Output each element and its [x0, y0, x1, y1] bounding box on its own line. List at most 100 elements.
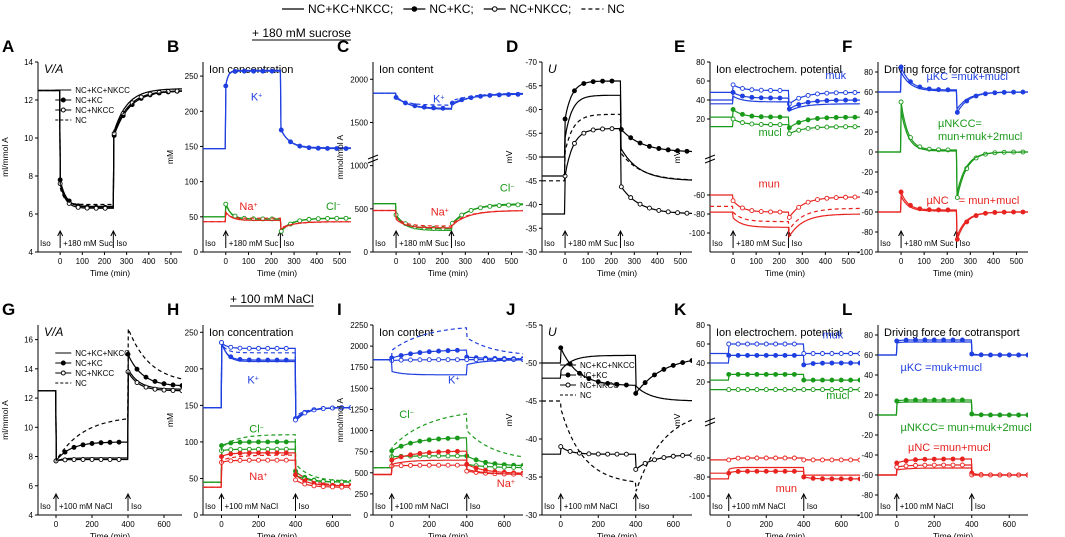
iso-arrow-head — [730, 229, 737, 237]
panel-letter: C — [337, 37, 349, 56]
annotation: = mun+mucl — [959, 195, 1020, 207]
iso-label: Iso — [283, 239, 294, 248]
series-marker — [941, 456, 947, 462]
series-group — [542, 345, 692, 492]
series-marker — [815, 197, 820, 203]
series-marker — [838, 377, 844, 383]
series-marker — [426, 462, 432, 468]
axis-break — [704, 417, 716, 427]
y-tick-label: -20 — [861, 431, 873, 440]
series-marker — [829, 387, 835, 393]
series-marker — [791, 341, 797, 347]
annotation: µNKCC= mun+muk+2mucl — [901, 422, 1032, 434]
series-marker — [348, 484, 351, 490]
x-tick-label: 300 — [459, 257, 473, 266]
y-tick-label: 1250 — [350, 405, 368, 414]
series-marker — [143, 384, 149, 390]
iso-label: Iso — [880, 239, 891, 248]
series-marker — [256, 345, 261, 351]
series-marker — [501, 357, 507, 363]
series-line — [878, 110, 1028, 194]
series-marker — [820, 360, 825, 366]
y-tick-label: -70 — [525, 58, 537, 67]
series-marker — [749, 113, 755, 119]
series-marker — [838, 351, 844, 356]
series-marker — [950, 462, 956, 468]
series-marker — [62, 449, 68, 455]
series-marker — [515, 202, 521, 208]
x-tick-label: 600 — [835, 520, 849, 529]
series-marker — [237, 345, 243, 351]
x-tick-label: 400 — [987, 257, 1001, 266]
series-marker — [857, 377, 860, 383]
y-tick-label: -80 — [693, 210, 705, 219]
series-marker — [293, 477, 298, 483]
series-marker — [265, 345, 271, 351]
annotation: K+ — [251, 92, 262, 104]
series-marker — [269, 68, 275, 74]
y-tick-label: -60 — [861, 208, 873, 217]
series-marker — [684, 210, 690, 216]
series-marker — [339, 484, 345, 490]
annotation: mucl — [758, 127, 781, 139]
y-tick-label: 20 — [696, 378, 705, 387]
series-marker — [306, 216, 312, 222]
panel-legend-label: NC+KC — [75, 359, 103, 368]
series-marker — [246, 439, 252, 445]
y-tick-label: -30 — [525, 248, 537, 257]
x-tick-label: 400 — [482, 257, 496, 266]
panel-legend-label: NC — [580, 391, 592, 400]
series-marker — [843, 97, 849, 103]
panel-legend-label: NC — [75, 116, 87, 125]
series-marker — [680, 452, 686, 458]
series-group — [542, 78, 692, 216]
iso-arrow-head — [725, 492, 732, 500]
y-tick-label: -35 — [525, 473, 537, 482]
series-marker — [246, 450, 252, 456]
iso-label: Iso — [40, 502, 51, 511]
annotation: Cl− — [326, 201, 340, 213]
series-line — [203, 342, 351, 418]
y-tick-label: -60 — [693, 454, 705, 463]
series-marker — [134, 380, 140, 385]
series-marker — [796, 127, 802, 133]
x-axis-label: Time (min) — [597, 531, 637, 537]
series-marker — [256, 357, 261, 363]
series-marker — [468, 207, 474, 213]
series-marker — [652, 372, 657, 378]
series-marker — [665, 209, 671, 215]
series-marker — [852, 124, 858, 130]
series-marker — [675, 148, 681, 154]
series-marker — [161, 381, 167, 387]
series-marker — [417, 350, 423, 356]
series-marker — [633, 466, 639, 472]
series-marker — [265, 450, 271, 456]
series-marker — [315, 145, 321, 151]
series-marker — [107, 439, 113, 445]
series-marker — [223, 83, 229, 89]
y-tick-label: 150 — [185, 401, 199, 410]
series-marker — [773, 387, 779, 393]
y-tick-label: 1500 — [350, 118, 368, 127]
top-legend: NC+KC+NKCC; NC+KC; NC+NKCC; NC — [282, 2, 625, 16]
series-marker — [440, 105, 446, 111]
series-marker — [274, 450, 280, 456]
y-tick-label: -60 — [861, 471, 873, 480]
series-line — [542, 400, 692, 492]
panel-letter: B — [167, 37, 179, 56]
iso-arrow-head — [53, 492, 59, 500]
series-marker — [581, 81, 587, 86]
y-tick-label: 60 — [696, 340, 705, 349]
series-marker — [265, 457, 271, 463]
series-marker — [595, 379, 601, 385]
series-marker — [852, 194, 858, 200]
series-marker — [768, 209, 774, 215]
y-tick-label: 100 — [185, 438, 199, 447]
series-marker — [913, 462, 918, 468]
y-axis-label: mV — [504, 150, 514, 163]
series-marker — [147, 91, 153, 97]
x-axis-label: Time (min) — [90, 531, 130, 537]
annotation: K+ — [433, 94, 444, 106]
y-tick-label: 20 — [864, 391, 873, 400]
stim-label: +100 mM NaCl — [564, 502, 618, 511]
